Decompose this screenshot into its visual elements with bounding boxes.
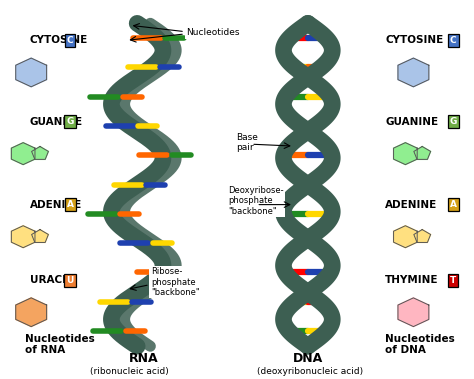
Text: (ribonucleic acid): (ribonucleic acid): [90, 367, 169, 376]
Text: Nucleotides: Nucleotides: [186, 28, 239, 37]
Text: URACIL: URACIL: [30, 275, 73, 285]
Text: GUANINE: GUANINE: [385, 116, 438, 127]
Text: RNA: RNA: [129, 352, 158, 365]
Text: Nucleotides
of DNA: Nucleotides of DNA: [385, 334, 455, 355]
Text: Nucleotides
of RNA: Nucleotides of RNA: [25, 334, 95, 355]
Polygon shape: [16, 298, 46, 327]
Text: G: G: [66, 117, 74, 126]
Polygon shape: [398, 58, 429, 87]
Text: Base
pair: Base pair: [236, 133, 258, 152]
Text: U: U: [66, 276, 74, 285]
Polygon shape: [414, 230, 430, 243]
Text: Deoxyribose-
phosphate
"backbone": Deoxyribose- phosphate "backbone": [228, 186, 284, 216]
Text: Ribose-
phosphate
"backbone": Ribose- phosphate "backbone": [151, 267, 200, 297]
Text: CYTOSINE: CYTOSINE: [385, 35, 444, 45]
Text: T: T: [450, 276, 456, 285]
Polygon shape: [32, 230, 48, 243]
Text: GUANINE: GUANINE: [30, 116, 83, 127]
Text: A: A: [67, 200, 73, 209]
Polygon shape: [32, 147, 48, 160]
Polygon shape: [393, 143, 417, 164]
Text: A: A: [450, 200, 457, 209]
Text: G: G: [449, 117, 457, 126]
Text: DNA: DNA: [293, 352, 323, 365]
Polygon shape: [16, 58, 46, 87]
Text: ADENINE: ADENINE: [30, 200, 82, 210]
Text: C: C: [67, 36, 73, 45]
Polygon shape: [414, 147, 430, 160]
Text: CYTOSINE: CYTOSINE: [30, 35, 88, 45]
Text: THYMINE: THYMINE: [385, 275, 439, 285]
Text: (deoxyribonucleic acid): (deoxyribonucleic acid): [257, 367, 363, 376]
Polygon shape: [11, 226, 35, 248]
Text: ADENINE: ADENINE: [385, 200, 438, 210]
Polygon shape: [11, 143, 35, 164]
Polygon shape: [398, 298, 429, 327]
Polygon shape: [393, 226, 417, 248]
Text: C: C: [450, 36, 456, 45]
